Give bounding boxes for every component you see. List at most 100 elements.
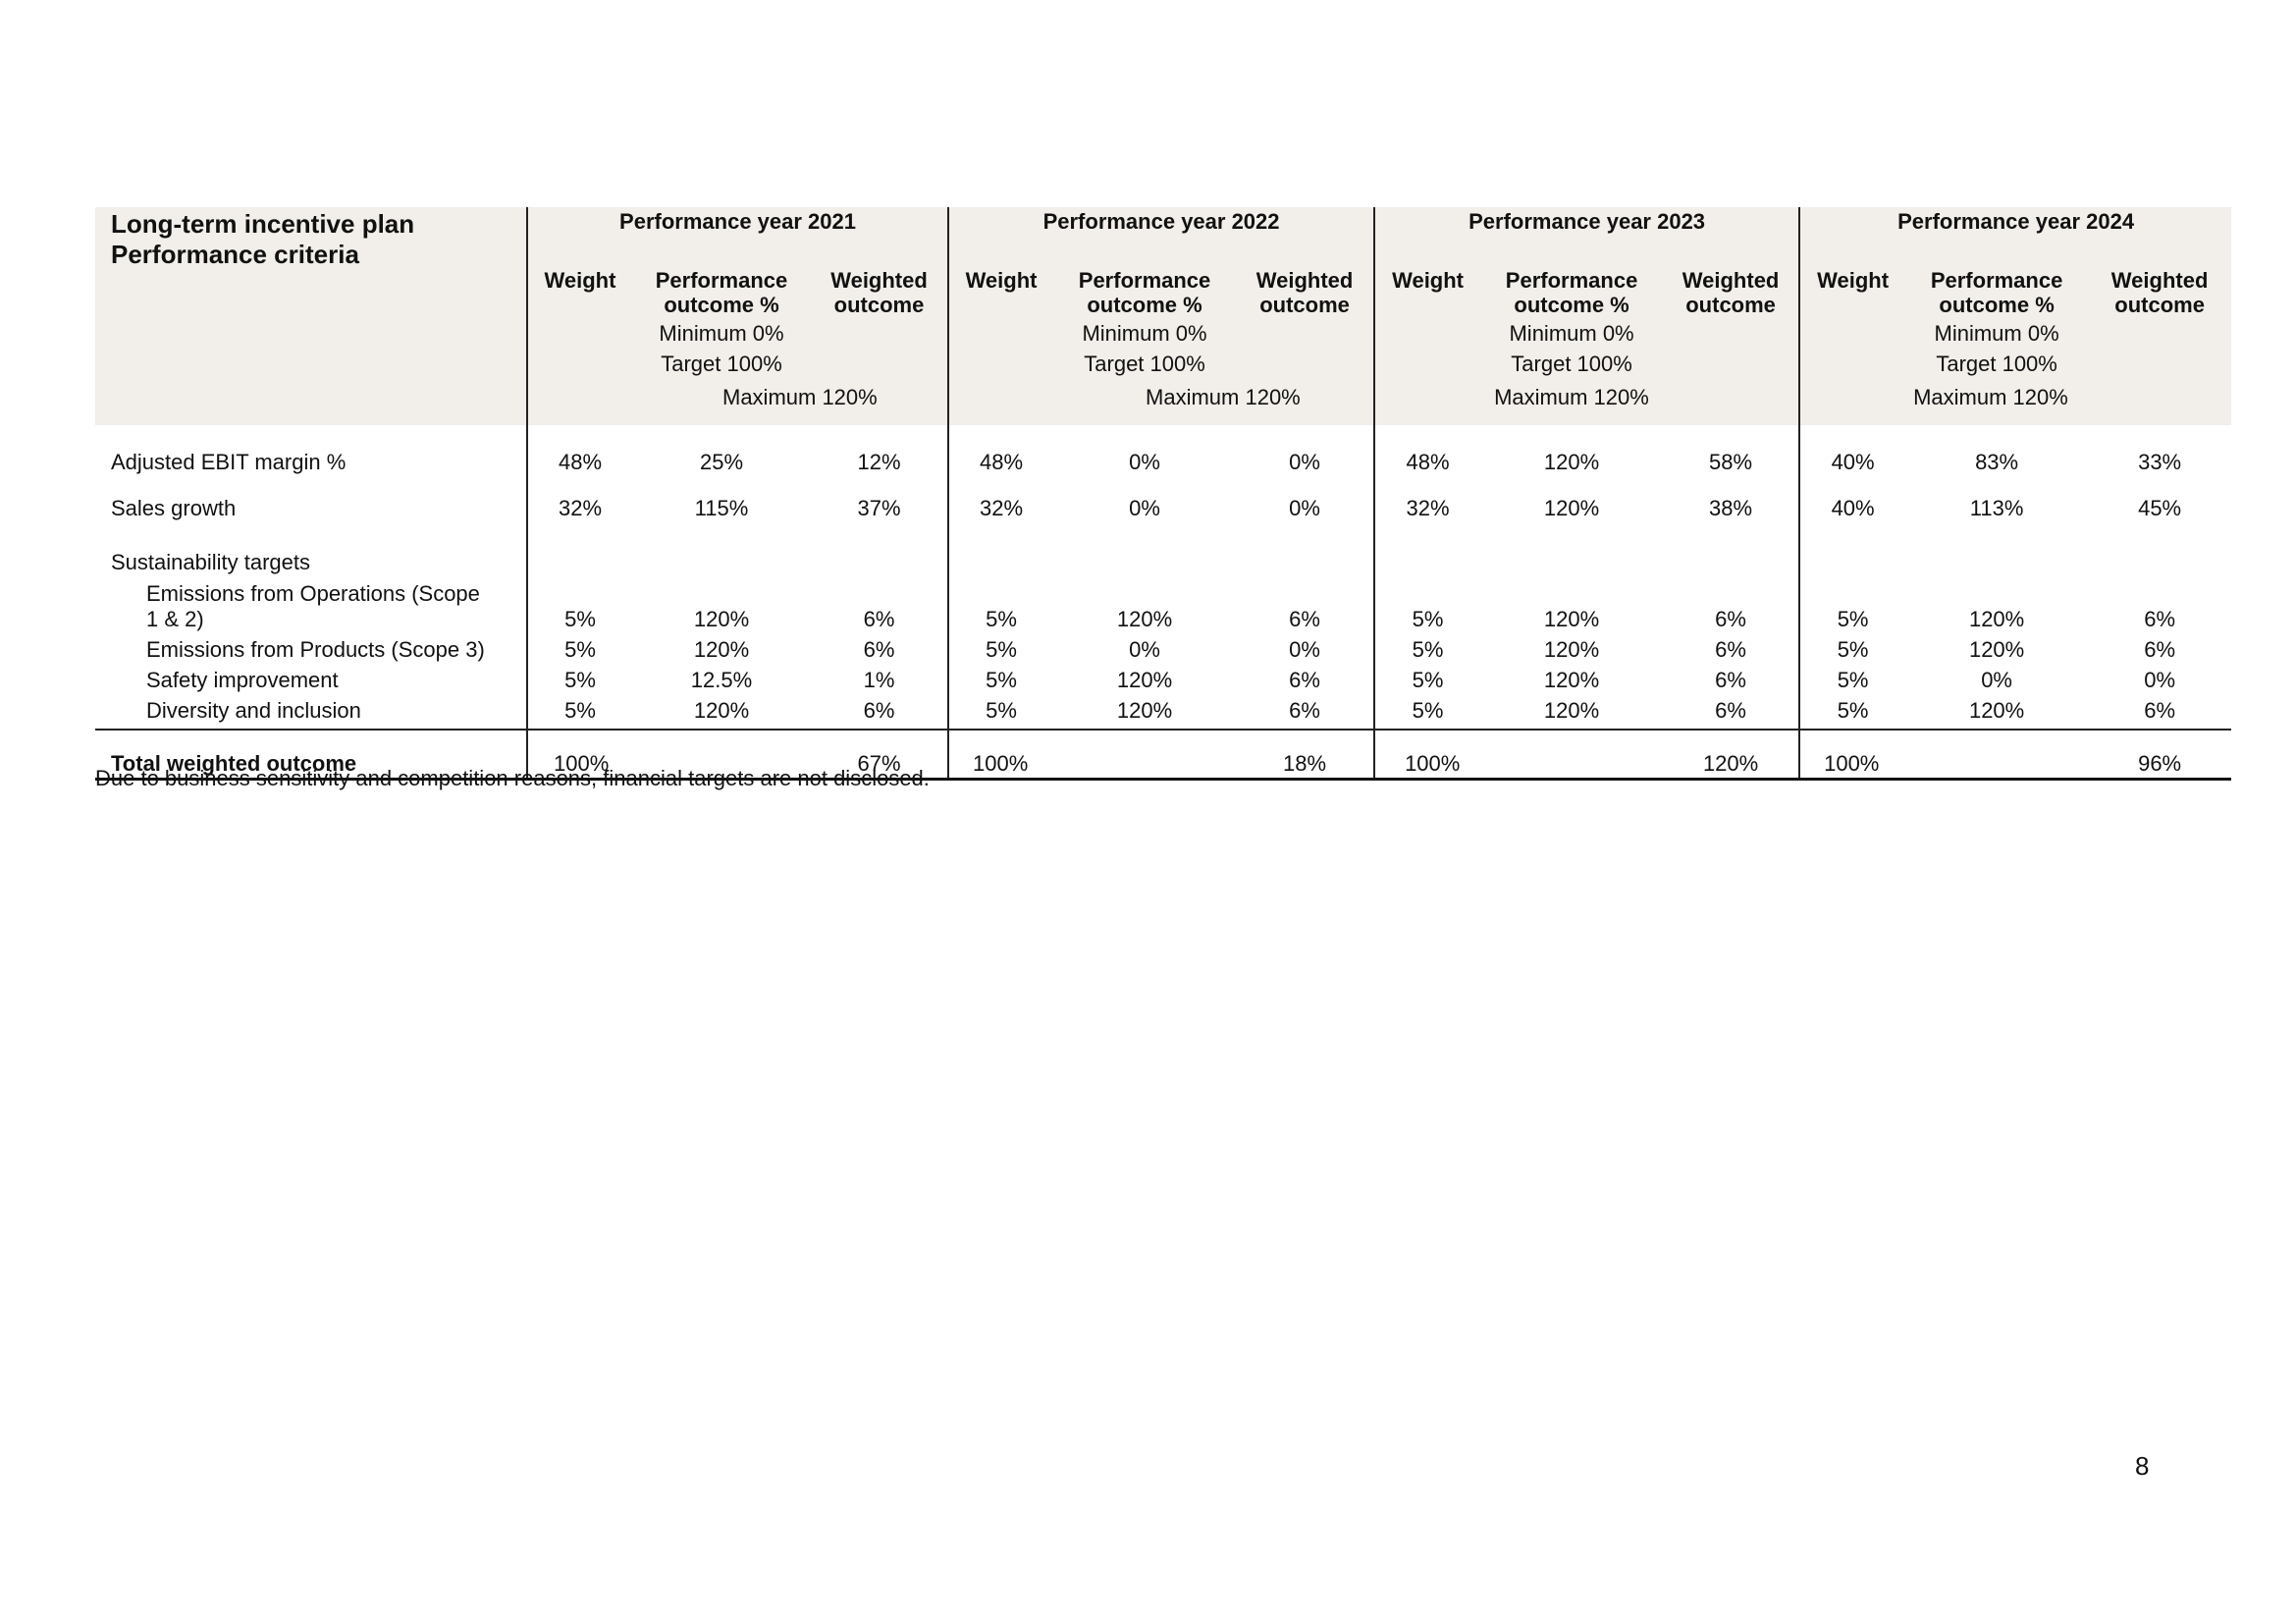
criterion-label: Safety improvement xyxy=(146,667,339,692)
weighted-cell: 6% xyxy=(1289,606,1320,631)
table-row-scope12: Emissions from Operations (Scope 1 & 2) … xyxy=(95,574,2231,631)
weighted-label-line1: Weighted xyxy=(1682,268,1780,293)
weighted-cell: 6% xyxy=(863,697,895,723)
weighted-label-line1: Weighted xyxy=(830,268,928,293)
table-row-sales: Sales growth 32% 115% 37% 32% 0% 0% 32% … xyxy=(95,485,2231,531)
table-row-ebit: Adjusted EBIT margin % 48% 25% 12% 48% 0… xyxy=(95,439,2231,485)
criterion-label-line2: 1 & 2) xyxy=(146,606,204,631)
year-header-row: Long-term incentive plan Performance cri… xyxy=(95,207,2232,425)
performance-cell: 120% xyxy=(1543,606,1600,631)
weighted-cell: 6% xyxy=(2144,636,2175,662)
col-weight-2022: Weight xyxy=(947,258,1054,425)
total-label: Total weighted outcome xyxy=(95,729,527,781)
weight-cell: 5% xyxy=(947,692,1054,730)
performance-cell: 120% xyxy=(1543,636,1600,662)
weight-cell: 48% xyxy=(947,439,1054,485)
range-target: Target 100% xyxy=(1511,352,1632,377)
range-target: Target 100% xyxy=(1936,352,2057,377)
table-row-scope3: Emissions from Products (Scope 3) 5% 120… xyxy=(95,631,2231,662)
performance-cell: 120% xyxy=(1543,449,1600,474)
performance-label-line2: outcome % xyxy=(1514,293,1629,318)
performance-cell: 0% xyxy=(1129,636,1160,662)
performance-cell: 120% xyxy=(1116,697,1173,723)
weight-cell: 32% xyxy=(947,485,1054,531)
weighted-cell: 6% xyxy=(1715,636,1746,662)
col-weighted-2022: Weighted outcome xyxy=(1236,258,1375,425)
table-row-diversity: Diversity and inclusion 5% 120% 6% 5% 12… xyxy=(95,692,2231,730)
col-weighted-2024: Weighted outcome xyxy=(2088,258,2232,425)
total-outcome-2024: 96% xyxy=(2088,729,2232,781)
weighted-cell: 33% xyxy=(2138,449,2182,474)
weight-label: Weight xyxy=(1817,268,1890,293)
total-weight-2023: 100% xyxy=(1373,729,1481,781)
performance-cell: 0% xyxy=(1129,495,1160,520)
criterion-label: Adjusted EBIT margin % xyxy=(111,449,347,474)
weighted-cell: 6% xyxy=(863,606,895,631)
col-performance-2023: Performance outcome % Minimum 0% Target … xyxy=(1480,258,1664,425)
criterion-label-line1: Emissions from Operations (Scope xyxy=(146,581,480,607)
total-outcome-2023: 120% xyxy=(1663,729,1800,781)
weighted-cell: 38% xyxy=(1709,495,1753,520)
performance-cell: 120% xyxy=(1968,606,2025,631)
performance-cell: 0% xyxy=(1129,449,1160,474)
column-header-row: Weight Performance outcome % Minimum 0% … xyxy=(95,258,2232,425)
table-title-line1: Long-term incentive plan xyxy=(111,209,415,239)
col-performance-2024: Performance outcome % Minimum 0% Target … xyxy=(1905,258,2089,425)
weight-cell: 5% xyxy=(526,662,632,692)
weight-cell: 40% xyxy=(1798,439,1906,485)
range-maximum: Maximum 120% xyxy=(722,385,878,410)
weight-cell: 48% xyxy=(526,439,632,485)
range-target: Target 100% xyxy=(1084,352,1205,377)
weight-cell: 5% xyxy=(526,692,632,730)
weight-cell: 5% xyxy=(526,631,632,662)
range-minimum: Minimum 0% xyxy=(1082,320,1207,346)
weight-cell: 32% xyxy=(526,485,632,531)
weighted-cell: 0% xyxy=(2144,667,2175,692)
weighted-cell: 58% xyxy=(1709,449,1753,474)
weighted-label-line2: outcome xyxy=(1685,293,1776,318)
weight-cell: 32% xyxy=(1373,485,1481,531)
performance-label-line1: Performance xyxy=(655,268,788,293)
weight-cell: 5% xyxy=(1798,574,1906,631)
weight-cell: 5% xyxy=(1798,631,1906,662)
criterion-label: Emissions from Products (Scope 3) xyxy=(146,636,485,662)
total-outcome-2022: 18% xyxy=(1236,729,1375,781)
col-weight-2024: Weight xyxy=(1798,258,1906,425)
weighted-label-line1: Weighted xyxy=(1255,268,1354,293)
table-row-sustainability-heading: Sustainability targets xyxy=(95,543,2231,574)
weight-label: Weight xyxy=(544,268,616,293)
weighted-cell: 6% xyxy=(2144,606,2175,631)
performance-cell: 12.5% xyxy=(690,667,753,692)
weight-cell: 5% xyxy=(1373,574,1481,631)
table-row-safety: Safety improvement 5% 12.5% 1% 5% 120% 6… xyxy=(95,662,2231,692)
weighted-cell: 45% xyxy=(2138,495,2182,520)
weighted-label-line2: outcome xyxy=(1259,293,1350,318)
footnote: Due to business sensitivity and competit… xyxy=(95,766,930,790)
weight-cell: 5% xyxy=(1373,692,1481,730)
weight-cell: 5% xyxy=(947,574,1054,631)
criterion-label: Emissions from Operations (Scope 1 & 2) xyxy=(95,574,527,631)
criterion-label: Sales growth xyxy=(111,495,237,520)
performance-cell: 25% xyxy=(699,449,744,474)
weighted-label-line2: outcome xyxy=(833,293,925,318)
table-row-total: Total weighted outcome 100% 67% 100% 18%… xyxy=(95,729,2232,781)
criterion-label: Diversity and inclusion xyxy=(146,697,361,723)
weight-label: Weight xyxy=(1392,268,1465,293)
performance-cell: 120% xyxy=(1543,697,1600,723)
col-weighted-2021: Weighted outcome xyxy=(811,258,949,425)
weighted-cell: 0% xyxy=(1289,449,1320,474)
col-performance-2021: Performance outcome % Minimum 0% Target … xyxy=(632,258,878,425)
table-title: Long-term incentive plan Performance cri… xyxy=(95,207,527,425)
page-number: 8 xyxy=(2135,1451,2150,1481)
year-header-2022: Performance year 2022 xyxy=(947,207,1375,258)
weight-cell: 5% xyxy=(1373,662,1481,692)
weight-cell: 5% xyxy=(1798,662,1906,692)
performance-label-line1: Performance xyxy=(1078,268,1211,293)
col-weighted-2023: Weighted outcome xyxy=(1663,258,1800,425)
weighted-cell: 6% xyxy=(863,636,895,662)
col-performance-2022: Performance outcome % Minimum 0% Target … xyxy=(1053,258,1301,425)
range-minimum: Minimum 0% xyxy=(1509,320,1634,346)
performance-cell: 120% xyxy=(1968,636,2025,662)
total-outcome-2021: 67% xyxy=(811,729,949,781)
performance-cell: 120% xyxy=(693,606,750,631)
